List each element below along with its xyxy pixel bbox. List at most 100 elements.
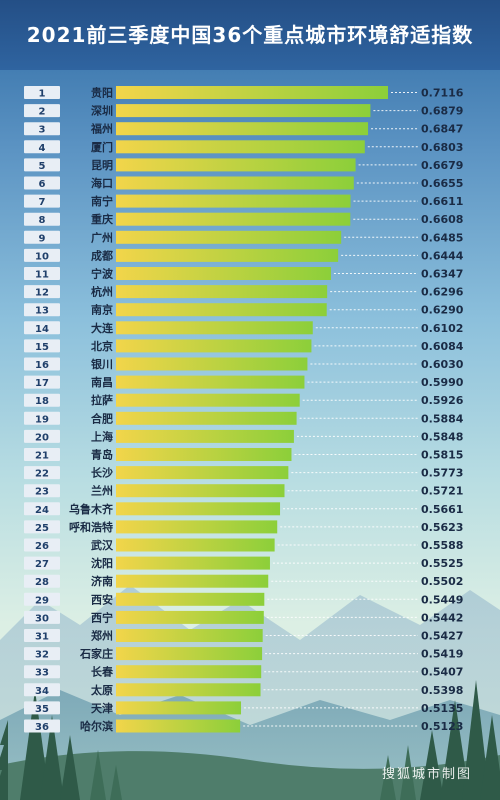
rank-number: 35: [35, 704, 49, 715]
city-label: 乌鲁木齐: [69, 502, 114, 516]
city-label: 太原: [90, 683, 113, 697]
rank-number: 26: [35, 541, 49, 552]
rank-box: [24, 285, 60, 299]
value-label: 0.5623: [421, 521, 463, 534]
bar: [116, 122, 369, 136]
bar: [116, 86, 388, 99]
rank-box: [24, 719, 60, 733]
rank-box: [24, 122, 60, 136]
bar: [116, 610, 264, 624]
city-label: 银川: [91, 357, 113, 371]
rank-number: 9: [39, 233, 46, 244]
rank-box: [24, 194, 60, 208]
bar: [116, 592, 265, 606]
rank-number: 29: [35, 595, 49, 606]
bar: [116, 520, 278, 534]
value-label: 0.6608: [421, 213, 463, 226]
rank-box: [24, 393, 60, 407]
city-label: 海口: [91, 176, 113, 190]
rank-box: [24, 140, 60, 154]
value-label: 0.5884: [421, 412, 464, 425]
rank-number: 11: [35, 270, 49, 281]
value-label: 0.5588: [421, 539, 463, 552]
rank-number: 22: [35, 469, 49, 480]
rank-box: [24, 538, 60, 552]
rank-number: 30: [35, 613, 49, 624]
city-label: 上海: [91, 429, 113, 443]
city-label: 哈尔滨: [80, 719, 113, 733]
rank-box: [24, 212, 60, 226]
rank-box: [24, 357, 60, 371]
bar: [116, 375, 305, 389]
value-label: 0.6084: [421, 340, 464, 353]
bar: [116, 158, 356, 172]
value-label: 0.5990: [421, 376, 464, 389]
bar: [116, 719, 241, 733]
city-label: 长春: [91, 665, 114, 679]
city-label: 南昌: [91, 375, 113, 389]
rank-number: 33: [35, 668, 49, 679]
rank-number: 28: [35, 577, 49, 588]
bar: [116, 466, 289, 480]
city-label: 西宁: [91, 610, 113, 624]
rank-number: 4: [39, 143, 46, 154]
city-label: 郑州: [91, 629, 113, 643]
city-label: 深圳: [91, 104, 113, 118]
rank-box: [24, 466, 60, 480]
rank-box: [24, 303, 60, 317]
rank-box: [24, 158, 60, 172]
rank-number: 8: [39, 215, 46, 226]
rank-box: [24, 321, 60, 335]
rank-number: 32: [35, 650, 49, 661]
value-label: 0.5661: [421, 503, 463, 516]
value-label: 0.5449: [421, 593, 463, 606]
bar: [116, 502, 281, 516]
rank-number: 23: [35, 487, 49, 498]
city-label: 呼和浩特: [69, 520, 113, 534]
rank-number: 1: [39, 89, 46, 100]
city-label: 合肥: [91, 411, 113, 425]
rank-number: 31: [35, 632, 49, 643]
city-label: 南京: [91, 303, 113, 317]
value-label: 0.5502: [421, 575, 463, 588]
bar: [116, 303, 327, 317]
bar: [116, 701, 242, 715]
rank-box: [24, 574, 60, 588]
value-label: 0.5135: [421, 702, 463, 715]
city-label: 天津: [91, 701, 113, 715]
rank-number: 13: [35, 306, 49, 317]
rank-number: 7: [39, 197, 46, 208]
value-label: 0.5525: [421, 557, 463, 570]
city-label: 大连: [91, 321, 114, 335]
bar: [116, 267, 331, 280]
bar: [116, 411, 297, 425]
rank-box: [24, 647, 60, 661]
city-label: 兰州: [91, 484, 113, 498]
rank-box: [24, 448, 60, 461]
value-label: 0.6030: [421, 358, 464, 371]
rank-box: [24, 339, 60, 353]
value-label: 0.5407: [421, 666, 463, 679]
rank-number: 14: [35, 324, 49, 335]
bar: [116, 629, 263, 642]
rank-number: 21: [35, 451, 49, 462]
value-label: 0.5773: [421, 467, 463, 480]
rank-number: 3: [39, 125, 46, 136]
bar: [116, 393, 300, 407]
value-label: 0.5419: [421, 648, 463, 661]
bar: [116, 176, 354, 190]
city-label: 宁波: [91, 267, 114, 281]
bar: [116, 556, 270, 570]
bar: [116, 230, 342, 244]
city-label: 青岛: [91, 448, 113, 462]
bar: [116, 448, 292, 461]
city-label: 成都: [91, 248, 113, 262]
bar: [116, 538, 275, 552]
rank-box: [24, 629, 60, 642]
value-label: 0.6803: [421, 141, 463, 154]
value-label: 0.6679: [421, 159, 463, 172]
chart-title: 2021前三季度中国36个重点城市环境舒适指数: [0, 0, 500, 70]
value-label: 0.6655: [421, 177, 463, 190]
bar: [116, 683, 261, 697]
rank-number: 17: [35, 378, 49, 389]
